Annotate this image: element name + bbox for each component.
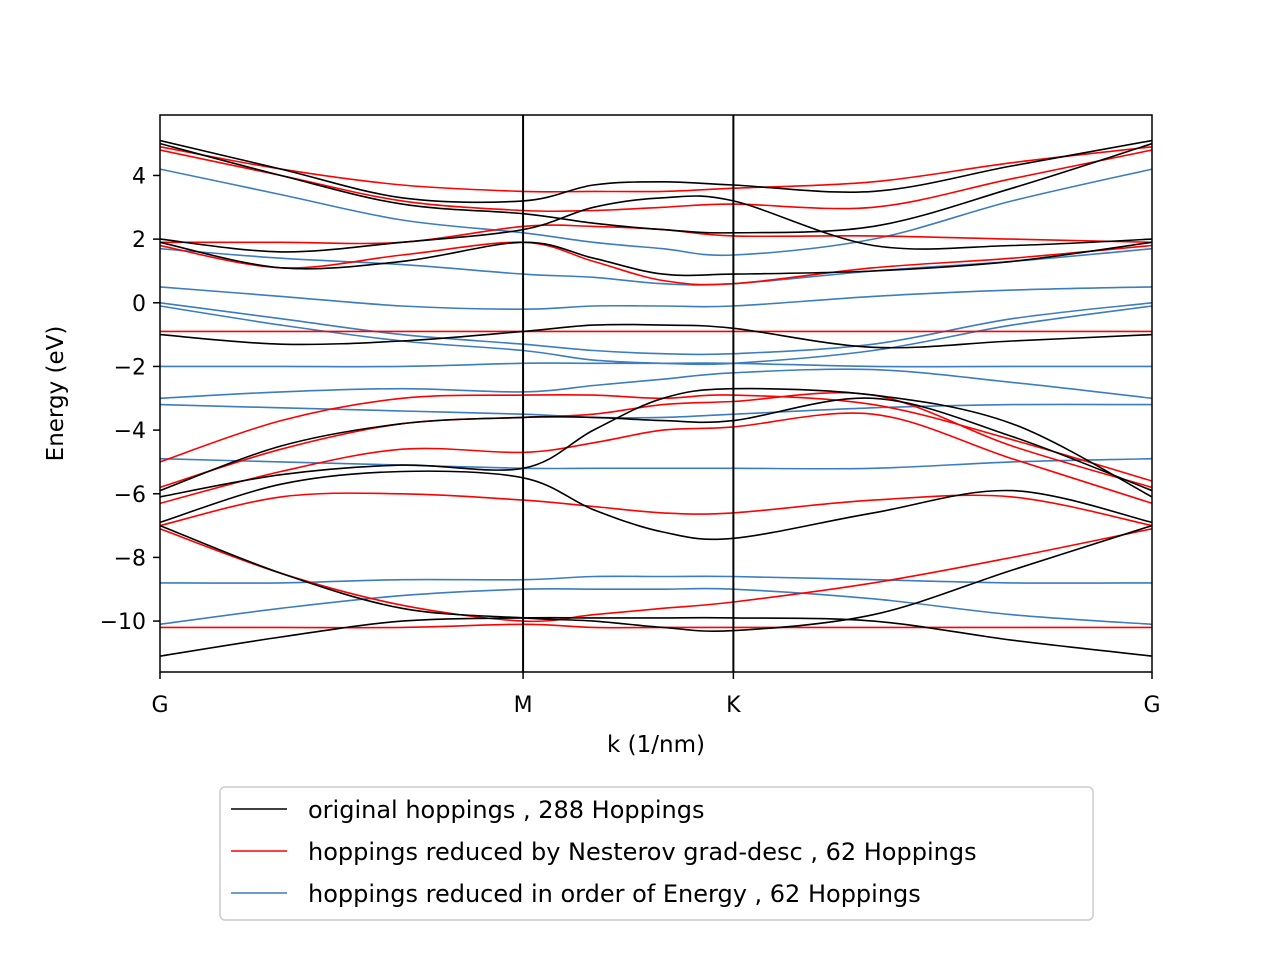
series-0-band-7 xyxy=(160,470,1152,541)
series-2-band-4 xyxy=(160,305,1152,366)
y-tick-label-1: 2 xyxy=(132,228,146,253)
series-1-band-3 xyxy=(160,241,1152,286)
series-2-band-3 xyxy=(160,302,1152,356)
y-tick-label-4: −4 xyxy=(114,419,146,444)
series-1-band-10 xyxy=(160,623,1152,629)
series-0-band-1 xyxy=(160,142,1152,234)
series-2-band-10 xyxy=(160,587,1152,626)
series-1-band-6 xyxy=(160,391,1152,489)
x-tick-label-1: M xyxy=(514,693,533,718)
series-2-band-0 xyxy=(160,168,1152,257)
series-0-band-3 xyxy=(160,241,1152,277)
series-2-band-5 xyxy=(160,362,1152,368)
series-0-band-2 xyxy=(160,195,1152,253)
y-tick-label-2: 0 xyxy=(132,292,146,317)
series-1 xyxy=(160,146,1152,629)
high-symmetry-lines xyxy=(522,115,735,672)
series-1-band-8 xyxy=(160,492,1152,527)
series-2-band-8 xyxy=(160,457,1152,470)
y-tick-label-3: −2 xyxy=(114,355,146,380)
series-0-band-4 xyxy=(160,323,1152,349)
series-0-band-8 xyxy=(160,524,1152,633)
series-2-band-6 xyxy=(160,368,1152,400)
x-tick-label-0: G xyxy=(151,693,168,718)
series-2-band-2 xyxy=(160,286,1152,311)
series-2-band-7 xyxy=(160,403,1152,419)
series-layer xyxy=(160,139,1152,657)
series-1-band-9 xyxy=(160,528,1152,623)
x-tick-label-3: G xyxy=(1143,693,1160,718)
legend: original hoppings , 288 Hoppings hoppings… xyxy=(219,786,1094,921)
series-0-band-5 xyxy=(160,397,1152,492)
series-1-band-7 xyxy=(160,412,1152,505)
axis-ticks: 4 2 0 −2 −4 −6 −8 −10 G M K G xyxy=(100,164,1161,718)
legend-entry-1: hoppings reduced by Nesterov grad-desc ,… xyxy=(308,838,977,866)
series-0-band-9 xyxy=(160,616,1152,657)
series-1-band-0 xyxy=(160,146,1152,193)
y-axis-label: Energy (eV) xyxy=(43,326,69,462)
legend-entry-0: original hoppings , 288 Hoppings xyxy=(308,796,704,824)
series-1-band-1 xyxy=(160,149,1152,213)
legend-entry-2: hoppings reduced in order of Energy , 62… xyxy=(308,880,921,908)
x-axis-label: k (1/nm) xyxy=(607,732,705,758)
plot-frame xyxy=(159,114,1153,673)
y-tick-label-5: −6 xyxy=(114,483,146,508)
series-0 xyxy=(160,139,1152,657)
series-1-band-2 xyxy=(160,224,1152,245)
y-tick-label-0: 4 xyxy=(132,164,146,189)
series-0-band-6 xyxy=(160,387,1152,498)
y-tick-label-6: −8 xyxy=(114,546,146,571)
legend-box xyxy=(219,786,1094,921)
series-2-band-1 xyxy=(160,247,1152,286)
series-1-band-5 xyxy=(160,393,1152,482)
series-2 xyxy=(160,168,1152,626)
series-2-band-9 xyxy=(160,575,1152,584)
y-tick-label-7: −10 xyxy=(100,610,146,635)
series-0-band-0 xyxy=(160,139,1152,204)
x-tick-label-2: K xyxy=(726,693,741,718)
